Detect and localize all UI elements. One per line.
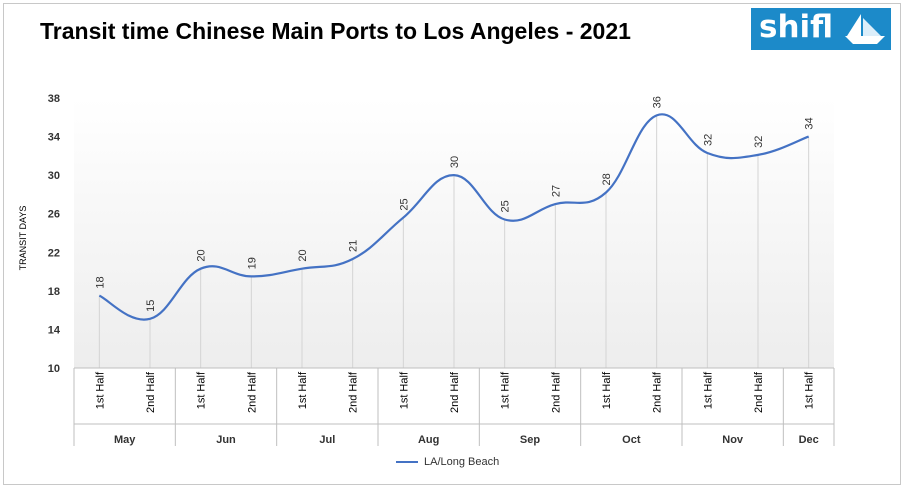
x-tick-label: 2nd Half xyxy=(145,371,157,413)
x-group-label: Oct xyxy=(622,434,641,446)
x-tick-label: 1st Half xyxy=(601,371,613,409)
shifl-logo: shifl xyxy=(751,8,891,50)
x-tick-label: 2nd Half xyxy=(652,371,664,413)
x-group-label: May xyxy=(114,434,136,446)
data-label: 20 xyxy=(297,249,309,261)
paper-boat-icon xyxy=(845,14,885,44)
legend: LA/Long Beach xyxy=(396,456,499,468)
x-group-label: Sep xyxy=(520,434,540,446)
y-tick-label: 38 xyxy=(48,93,60,105)
x-group-label: Aug xyxy=(418,434,439,446)
x-tick-label: 2nd Half xyxy=(348,371,360,413)
y-tick-label: 26 xyxy=(48,209,60,221)
x-group-label: Jun xyxy=(216,434,236,446)
data-label: 25 xyxy=(398,198,410,210)
data-label: 19 xyxy=(246,257,258,269)
data-label: 34 xyxy=(804,117,816,129)
data-label: 36 xyxy=(652,96,664,108)
y-axis-label: TRANSIT DAYS xyxy=(18,206,28,271)
data-label: 32 xyxy=(753,136,765,148)
series-line-la-long-beach xyxy=(98,113,810,321)
y-tick-label: 34 xyxy=(48,132,61,144)
y-tick-label: 14 xyxy=(48,324,61,336)
x-tick-label: 2nd Half xyxy=(550,371,562,413)
data-label: 15 xyxy=(145,300,157,312)
x-tick-label: 1st Half xyxy=(500,371,512,409)
x-group-label: Nov xyxy=(722,434,744,446)
legend-label: LA/Long Beach xyxy=(424,456,500,468)
y-tick-label: 18 xyxy=(48,286,60,298)
x-tick-label: 1st Half xyxy=(94,371,106,409)
y-tick-label: 22 xyxy=(48,247,60,259)
legend-line-swatch xyxy=(396,461,418,463)
x-group-label: Jul xyxy=(319,434,335,446)
x-tick-label: 1st Half xyxy=(398,371,410,409)
x-tick-label: 2nd Half xyxy=(753,371,765,413)
chart-title: Transit time Chinese Main Ports to Los A… xyxy=(40,18,631,44)
x-tick-label: 1st Half xyxy=(804,371,816,409)
data-label: 21 xyxy=(348,240,360,252)
data-label: 25 xyxy=(500,200,512,212)
y-tick-label: 10 xyxy=(48,363,60,375)
data-label: 20 xyxy=(196,249,208,261)
x-tick-label: 1st Half xyxy=(702,371,714,409)
data-label: 18 xyxy=(94,276,106,288)
x-tick-label: 1st Half xyxy=(297,371,309,409)
data-label: 28 xyxy=(601,173,613,185)
x-tick-label: 2nd Half xyxy=(449,371,461,413)
data-label: 27 xyxy=(550,185,562,197)
data-label: 30 xyxy=(449,156,461,168)
y-tick-label: 30 xyxy=(48,170,60,182)
logo-text: shifl xyxy=(759,9,834,45)
data-label: 32 xyxy=(702,134,714,146)
x-tick-label: 1st Half xyxy=(196,371,208,409)
x-tick-label: 2nd Half xyxy=(246,371,258,413)
x-group-label: Dec xyxy=(799,434,819,446)
